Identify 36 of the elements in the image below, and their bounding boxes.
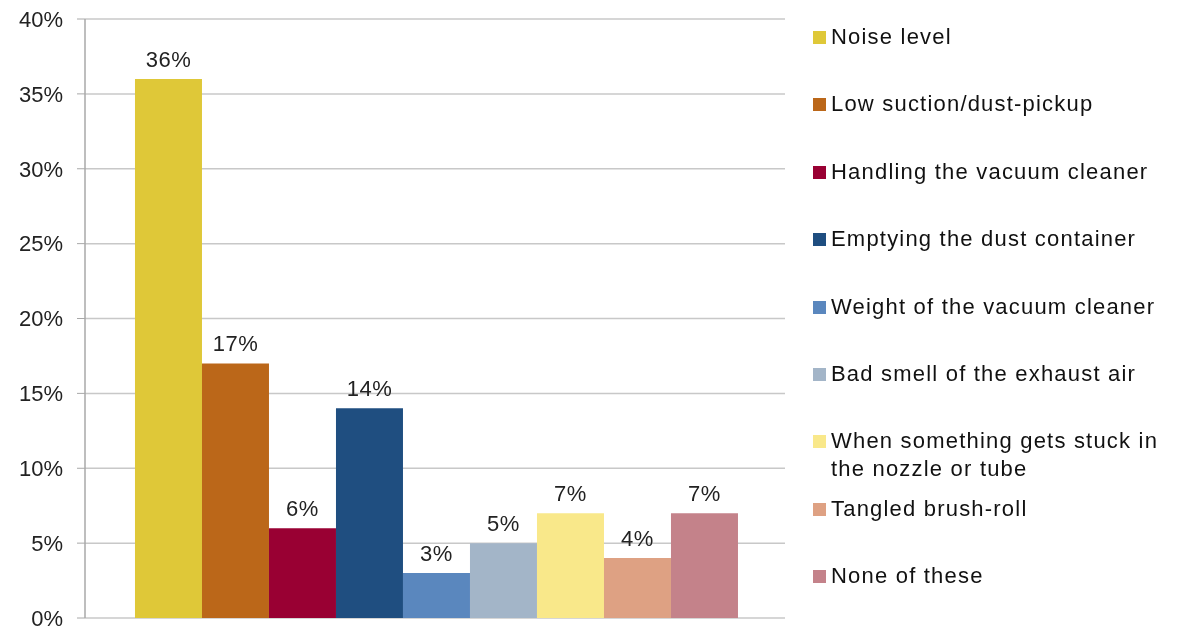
legend-label: Emptying the dust container: [831, 225, 1138, 254]
y-tick-label: 10%: [18, 456, 63, 482]
y-tick-label: 30%: [18, 156, 63, 182]
data-label: 3%: [420, 541, 453, 567]
legend-label: Weight of the vacuum cleaner: [831, 292, 1157, 321]
bar: [536, 513, 604, 618]
y-tick-label: 35%: [18, 81, 63, 107]
legend-label: Low suction/dust-pickup: [831, 90, 1095, 119]
data-label: 14%: [346, 376, 393, 402]
y-tick-label: 20%: [18, 306, 63, 332]
bar: [134, 78, 202, 618]
data-label: 7%: [554, 481, 587, 507]
legend-label: Handling the vacuum cleaner: [831, 157, 1150, 186]
data-label: 17%: [212, 331, 259, 357]
data-label: 7%: [688, 481, 721, 507]
legend-label: None of these: [831, 562, 985, 591]
legend-label: Bad smell of the exhaust air: [831, 359, 1138, 388]
bar: [603, 558, 671, 618]
legend-label: Noise level: [831, 23, 953, 51]
bar: [335, 408, 403, 618]
y-tick-label: 25%: [18, 231, 63, 257]
bar: [670, 513, 738, 618]
data-label: 6%: [286, 496, 319, 522]
legend-label: Tangled brush-roll: [831, 494, 1029, 523]
data-label: 36%: [145, 46, 192, 72]
bar: [201, 363, 269, 618]
y-tick-label: 40%: [18, 6, 63, 32]
y-tick-label: 15%: [18, 381, 63, 407]
data-label: 4%: [621, 526, 654, 552]
legend-label: When something gets stuck in the nozzle or tube: [831, 427, 1160, 484]
bar: [268, 528, 336, 618]
y-tick-label: 5%: [31, 530, 63, 556]
data-label: 5%: [487, 511, 520, 537]
y-tick-label: 0%: [31, 605, 63, 626]
bar: [469, 543, 537, 618]
bar: [402, 573, 470, 618]
